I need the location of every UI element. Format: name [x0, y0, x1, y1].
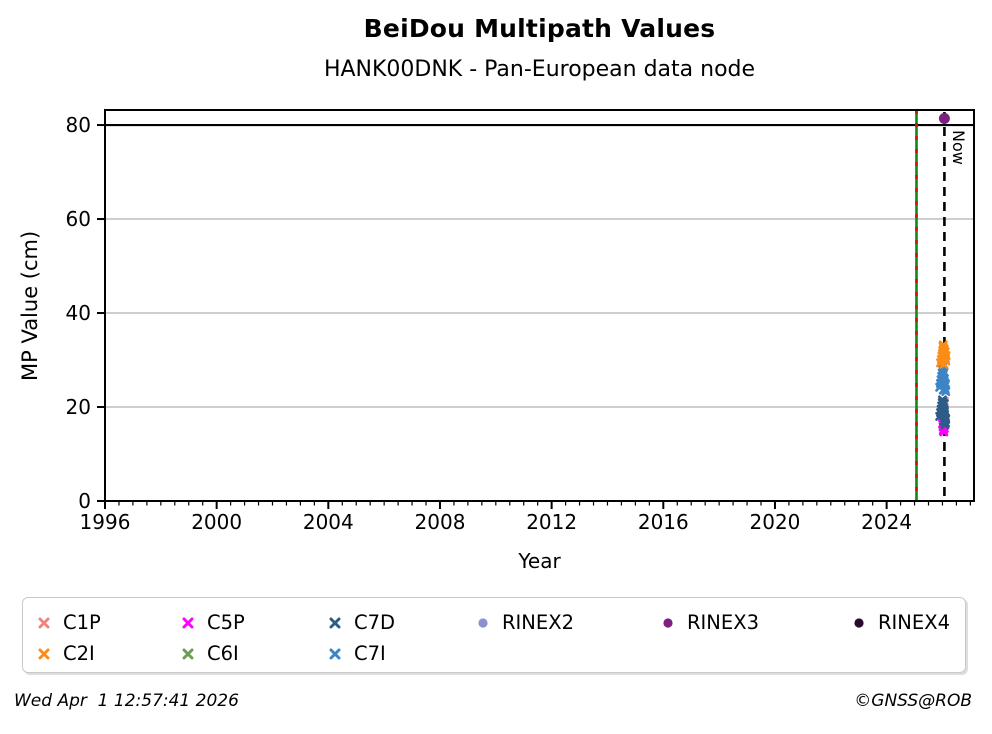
legend-label: RINEX3	[687, 611, 759, 634]
legend-label: C2I	[63, 642, 95, 665]
series-C7D	[935, 395, 951, 430]
legend-label: C7D	[354, 611, 396, 634]
x-tick-label: 2008	[415, 510, 466, 534]
legend-label: RINEX4	[878, 611, 950, 634]
plot-svg: 1996 2000 2004 2008 2012 2016 2020 2024 0 20 40 60 8…	[66, 109, 975, 534]
y-tick-label: 20	[66, 395, 91, 419]
circle-marker-icon	[478, 617, 488, 628]
x-marker-icon	[182, 648, 194, 659]
x-marker-icon	[38, 617, 50, 628]
series-RINEX3	[938, 112, 950, 124]
legend-label: C1P	[63, 611, 101, 634]
x-marker-icon	[182, 617, 194, 628]
legend-label: C7I	[354, 642, 386, 665]
x-marker-icon	[38, 648, 50, 659]
legend-item-C2I: C2I	[37, 642, 181, 665]
x-tick-label: 2012	[526, 510, 577, 534]
circle-marker-icon	[663, 617, 673, 628]
circle-marker-icon	[854, 617, 864, 628]
now-line-label: Now	[949, 130, 968, 165]
vlines	[915, 110, 946, 501]
legend-item-RINEX2: RINEX2	[476, 611, 661, 634]
x-tick-label: 2016	[638, 510, 689, 534]
x-marker-icon	[329, 648, 341, 659]
legend-item-C6I: C6I	[181, 642, 328, 665]
x-tick-label: 1996	[80, 510, 131, 534]
x-axis-label: Year	[518, 549, 561, 573]
series-C2I	[936, 340, 951, 369]
plot-timestamp: Wed Apr 1 12:57:41 2026	[14, 691, 239, 711]
x-tick-label: 2000	[191, 510, 242, 534]
plot-border	[104, 109, 975, 502]
chart-subtitle: HANK00DNK - Pan-European data node	[323, 57, 756, 82]
copyright-label: ©GNSS@ROB	[854, 691, 972, 711]
x-tick-label: 2024	[861, 510, 912, 534]
legend-label: RINEX2	[502, 611, 574, 634]
legend-item-C7D: C7D	[328, 611, 476, 634]
y-axis-label: MP Value (cm)	[18, 230, 42, 381]
x-tick-label: 2020	[750, 510, 801, 534]
legend-item-C5P: C5P	[181, 611, 328, 634]
y-tick-label: 40	[66, 301, 91, 325]
series-C7I	[935, 362, 951, 397]
axis-ticks: 1996 2000 2004 2008 2012 2016 2020 2024 0 20 40 60 8…	[66, 113, 971, 534]
legend-label: C5P	[207, 611, 245, 634]
x-tick-label: 2004	[303, 510, 354, 534]
y-tick-label: 80	[66, 113, 91, 137]
y-tick-label: 0	[78, 489, 91, 513]
gridlines	[105, 218, 974, 408]
legend-label: C6I	[207, 642, 239, 665]
legend-item-RINEX3: RINEX3	[661, 611, 852, 634]
x-marker-icon	[329, 617, 341, 628]
legend-item-C1P: C1P	[37, 611, 181, 634]
y-tick-label: 60	[66, 207, 91, 231]
legend-item-RINEX4: RINEX4	[852, 611, 965, 634]
chart-title: BeiDou Multipath Values	[363, 14, 716, 43]
legend-item-C7I: C7I	[328, 642, 476, 665]
legend: C1P C5P C7D RINEX2 RINEX3 RINEX4 C2I C6I C7I	[22, 597, 966, 673]
